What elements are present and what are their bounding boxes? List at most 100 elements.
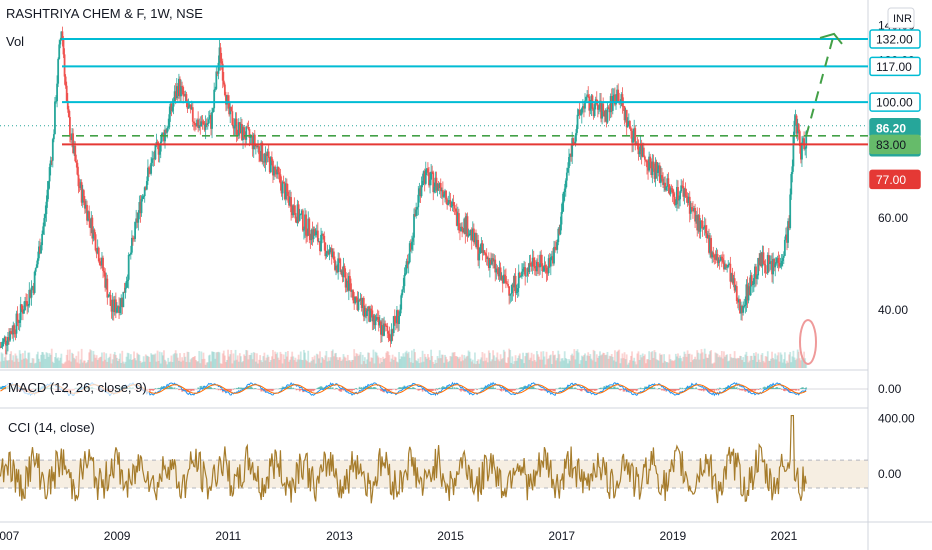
candle-body xyxy=(60,31,63,41)
macd-histogram-bar xyxy=(389,389,392,391)
candle-body xyxy=(230,106,233,112)
volume-bar xyxy=(745,351,748,368)
volume-bar xyxy=(349,360,351,368)
candle-body xyxy=(724,264,726,270)
macd-histogram-bar xyxy=(717,389,720,391)
volume-bar xyxy=(370,357,373,368)
candle-body xyxy=(423,171,426,184)
volume-bar xyxy=(350,361,352,368)
volume-bar xyxy=(592,349,595,368)
volume-bar xyxy=(65,354,68,368)
volume-bar xyxy=(603,353,606,368)
candle-body xyxy=(609,96,612,113)
volume-bar xyxy=(679,355,682,368)
candle-body xyxy=(268,157,271,173)
volume-bar xyxy=(156,350,159,368)
volume-bar xyxy=(655,359,658,368)
macd-histogram-bar xyxy=(334,389,336,390)
volume-bar xyxy=(270,356,273,368)
candle-body xyxy=(118,306,120,313)
macd-histogram-bar xyxy=(637,388,640,389)
candle-body xyxy=(536,261,538,272)
macd-histogram-bar xyxy=(535,388,537,389)
macd-histogram-bar xyxy=(672,389,675,391)
volume-bar xyxy=(447,362,450,368)
volume-bar xyxy=(126,352,129,368)
candle-body xyxy=(750,275,753,285)
macd-histogram-bar xyxy=(551,389,553,391)
volume-bar xyxy=(508,348,511,368)
candle-body xyxy=(127,255,130,280)
volume-bar xyxy=(651,351,654,368)
macd-histogram-bar xyxy=(532,386,535,389)
volume-bar xyxy=(121,350,124,368)
volume-bar xyxy=(653,350,656,368)
macd-histogram-bar xyxy=(718,387,721,389)
volume-bar xyxy=(460,361,462,368)
candle-body xyxy=(238,122,241,134)
volume-bar xyxy=(805,362,808,368)
volume-bar xyxy=(217,351,220,368)
candle-body xyxy=(641,147,644,157)
volume-bar xyxy=(388,355,391,368)
macd-histogram-bar xyxy=(417,389,420,391)
candle-body xyxy=(23,310,25,314)
macd-histogram-bar xyxy=(602,387,604,389)
volume-bar xyxy=(343,356,346,368)
volume-bar xyxy=(295,361,298,368)
candle-body xyxy=(681,185,684,187)
volume-bar xyxy=(596,357,599,368)
macd-histogram-bar xyxy=(315,388,318,389)
candle-body xyxy=(453,204,456,209)
volume-bar xyxy=(54,357,56,368)
volume-bar xyxy=(573,349,576,368)
volume-bar xyxy=(148,356,150,368)
candle-body xyxy=(509,294,512,296)
macd-histogram-bar xyxy=(395,389,397,391)
volume-bar xyxy=(720,350,723,368)
volume-bar xyxy=(565,359,568,368)
volume-bar xyxy=(223,355,226,368)
volume-bar xyxy=(770,358,772,368)
macd-histogram-bar xyxy=(279,388,282,389)
volume-bar xyxy=(790,362,793,368)
macd-histogram-bar xyxy=(732,386,735,389)
volume-bar xyxy=(594,361,597,368)
price-label: 117.00 xyxy=(876,60,912,74)
volume-bar xyxy=(714,352,717,368)
macd-histogram-bar xyxy=(225,389,227,393)
volume-bar xyxy=(299,351,302,368)
candle-body xyxy=(14,333,17,335)
volume-bar xyxy=(258,359,260,368)
macd-histogram-bar xyxy=(510,389,513,392)
macd-histogram-bar xyxy=(574,387,577,389)
candle-body xyxy=(141,196,144,200)
volume-bar xyxy=(30,362,33,368)
candle-body xyxy=(325,253,328,257)
volume-bar xyxy=(340,360,343,368)
volume-bar xyxy=(528,359,531,368)
candle-body xyxy=(529,262,532,266)
volume-bar xyxy=(796,349,799,368)
macd-histogram-bar xyxy=(507,389,509,392)
candle-body xyxy=(239,123,242,134)
volume-bar xyxy=(450,356,453,368)
candle-body xyxy=(368,306,371,322)
candle-body xyxy=(45,201,48,215)
candle-body xyxy=(345,280,348,288)
volume-bar xyxy=(385,352,388,368)
volume-bar xyxy=(16,358,19,368)
candle-body xyxy=(297,204,300,221)
volume-bar xyxy=(128,359,131,368)
volume-bar xyxy=(261,362,264,368)
candle-body xyxy=(481,243,484,254)
volume-bar xyxy=(716,353,719,368)
candle-body xyxy=(154,144,157,160)
volume-bar xyxy=(563,351,566,368)
macd-histogram-bar xyxy=(455,387,458,389)
macd-histogram-bar xyxy=(322,387,324,389)
volume-bar xyxy=(666,362,669,368)
candle-body xyxy=(469,229,472,234)
macd-histogram-bar xyxy=(517,388,520,389)
